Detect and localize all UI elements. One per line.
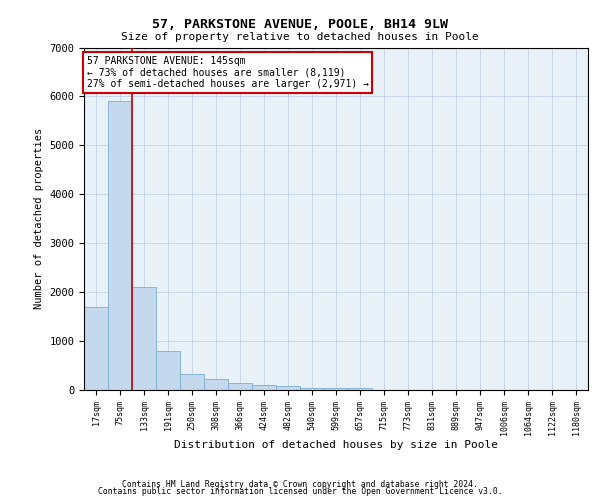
Text: Contains public sector information licensed under the Open Government Licence v3: Contains public sector information licen… (98, 487, 502, 496)
X-axis label: Distribution of detached houses by size in Poole: Distribution of detached houses by size … (174, 440, 498, 450)
Bar (300, 388, 324, 390)
Text: Contains HM Land Registry data © Crown copyright and database right 2024.: Contains HM Land Registry data © Crown c… (122, 480, 478, 489)
Bar (108, 102, 132, 390)
Bar (324, 388, 348, 390)
Text: 57 PARKSTONE AVENUE: 145sqm
← 73% of detached houses are smaller (8,119)
27% of : 57 PARKSTONE AVENUE: 145sqm ← 73% of det… (86, 56, 368, 90)
Y-axis label: Number of detached properties: Number of detached properties (34, 128, 44, 310)
Bar (228, 382, 252, 390)
Bar (180, 374, 204, 390)
Bar (348, 388, 372, 390)
Bar (276, 386, 300, 390)
Bar (204, 378, 228, 390)
Bar (132, 287, 156, 390)
Bar (156, 351, 180, 390)
Bar (252, 384, 276, 390)
Bar (84, 307, 108, 390)
Text: 57, PARKSTONE AVENUE, POOLE, BH14 9LW: 57, PARKSTONE AVENUE, POOLE, BH14 9LW (152, 18, 448, 30)
Text: Size of property relative to detached houses in Poole: Size of property relative to detached ho… (121, 32, 479, 42)
